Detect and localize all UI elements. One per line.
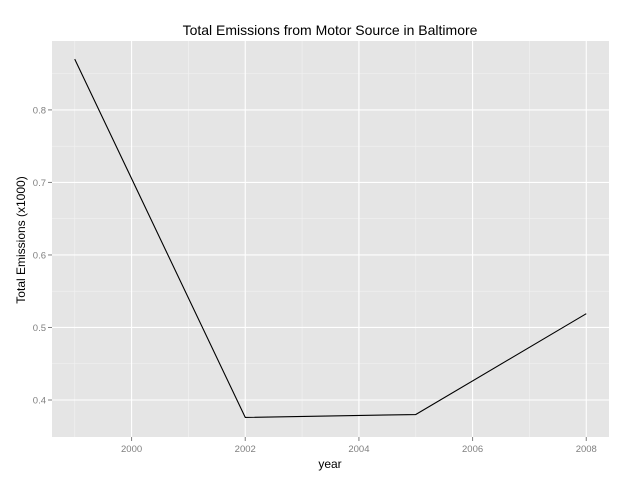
series-layer: [73, 58, 588, 419]
data-point: [73, 58, 76, 61]
x-tick-label: 2004: [348, 444, 369, 455]
data-point: [585, 312, 588, 315]
tick-labels: 2000 2002 2004 2006 2008 0.4 0.5 0.6 0.7 0.8: [33, 105, 597, 455]
x-tick-label: 2002: [235, 444, 256, 455]
y-tick-label: 0.5: [33, 323, 46, 334]
data-point: [414, 413, 417, 416]
y-axis-title: Total Emissions (x1000): [14, 176, 28, 303]
minor-gridlines: [52, 41, 609, 437]
chart-title: Total Emissions from Motor Source in Bal…: [183, 22, 478, 38]
data-point: [244, 416, 247, 419]
y-tick-label: 0.8: [33, 105, 46, 116]
major-gridlines: [52, 41, 609, 437]
y-tick-label: 0.6: [33, 250, 46, 261]
plot-panel: [52, 41, 609, 437]
x-tick-label: 2006: [462, 444, 483, 455]
y-tick-label: 0.4: [33, 396, 46, 407]
x-tick-label: 2008: [576, 444, 597, 455]
x-axis-title: year: [318, 457, 341, 471]
emissions-series-line: [74, 58, 587, 418]
axis-ticks: [48, 109, 587, 441]
x-tick-label: 2000: [121, 444, 142, 455]
y-tick-label: 0.7: [33, 178, 46, 189]
